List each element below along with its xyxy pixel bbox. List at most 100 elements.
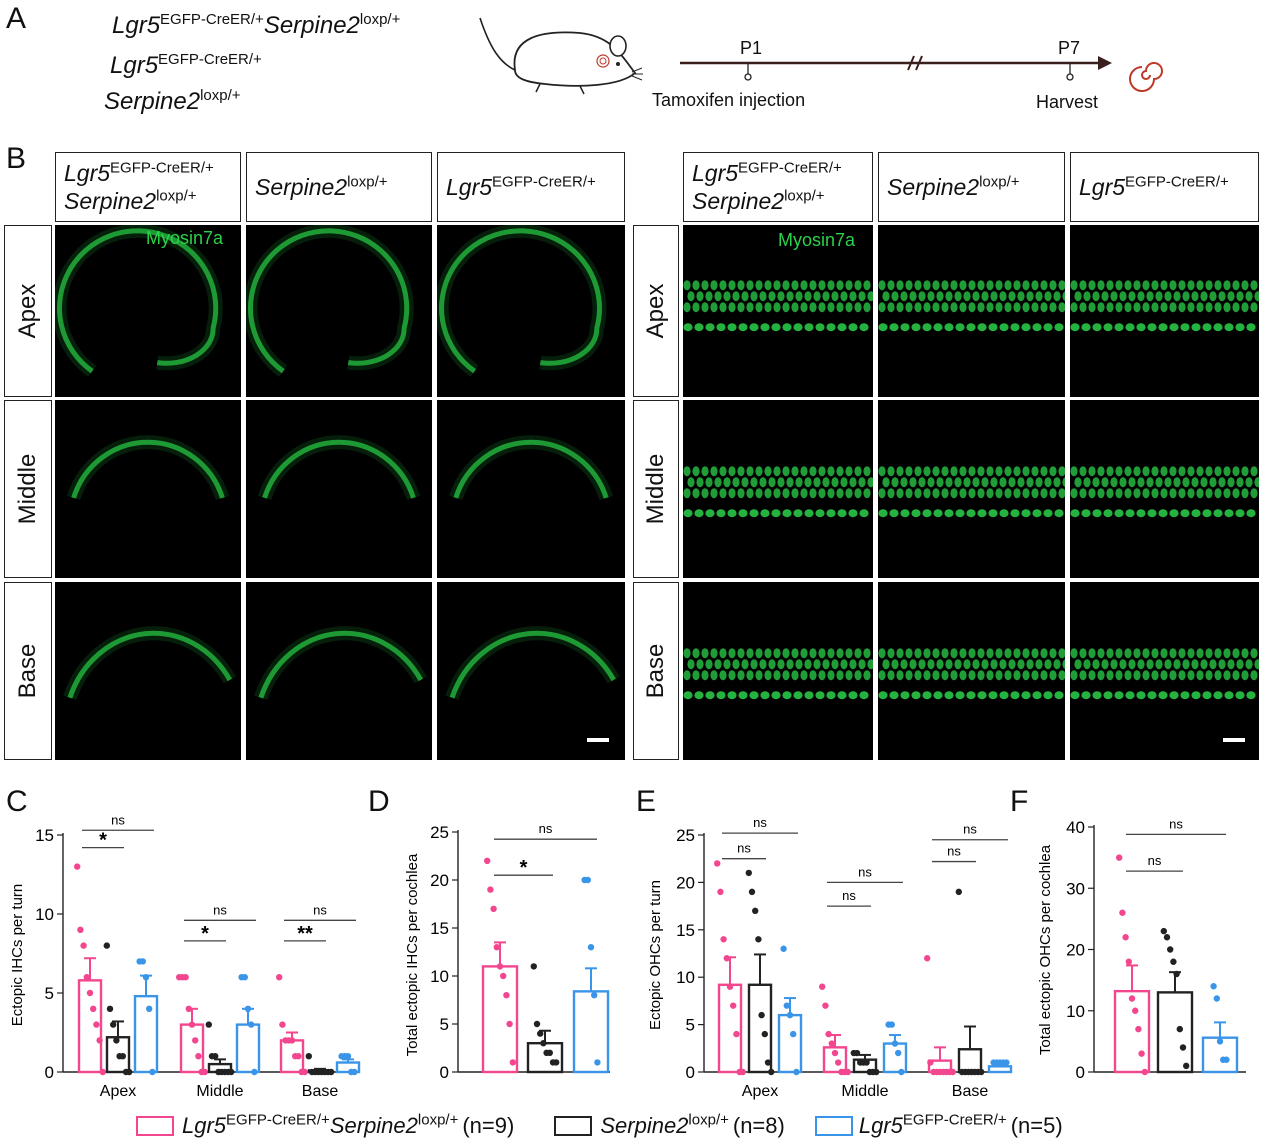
data-point — [780, 945, 787, 952]
legend-label-cko: Lgr5EGFP-CreER/+Serpine2loxp/+ — [182, 1111, 459, 1138]
ohc-cell — [858, 291, 866, 302]
ihc-cell — [955, 323, 965, 332]
ihc-cell — [966, 323, 976, 332]
ohc-cell — [1232, 280, 1240, 291]
ohc-cell — [1133, 280, 1141, 291]
ohc-cell — [977, 648, 985, 659]
ihc-cell — [815, 691, 825, 700]
ohc-cell — [878, 280, 886, 291]
data-point — [844, 1068, 851, 1076]
ohc-cell — [878, 302, 886, 313]
data-point — [1170, 958, 1177, 965]
ohc-cell — [1241, 670, 1249, 681]
ohc-cell — [683, 302, 691, 313]
ohc-cell — [858, 659, 866, 670]
cochlea-turn — [258, 630, 424, 699]
ohc-cell — [728, 670, 736, 681]
ihc-cell — [1010, 691, 1020, 700]
ohc-cell — [914, 648, 922, 659]
ohc-cell — [1209, 659, 1217, 670]
ohc-cell — [891, 291, 899, 302]
ohc-cell — [728, 648, 736, 659]
x-tick-label: Base — [952, 1083, 989, 1100]
timeline — [680, 55, 1163, 92]
ohc-cell — [1062, 477, 1065, 488]
scale-bar — [1223, 738, 1245, 742]
ohc-cell — [1182, 291, 1190, 302]
ohc-cell — [786, 477, 794, 488]
ohc-cell — [923, 648, 931, 659]
ohc-cell — [692, 648, 700, 659]
ohc-cell — [809, 466, 817, 477]
ohc-cell — [1070, 302, 1078, 313]
ohc-cell — [818, 302, 826, 313]
ihc-cell — [1246, 509, 1256, 518]
ohc-cell — [1254, 659, 1259, 670]
ohc-cell — [836, 302, 844, 313]
ohc-cell — [705, 291, 713, 302]
micrograph-hm-base-lgr5 — [1070, 582, 1259, 760]
ohc-cell — [896, 488, 904, 499]
data-point — [139, 958, 146, 965]
ohc-cell — [1040, 280, 1048, 291]
ohc-cell — [932, 302, 940, 313]
ohc-cell — [1022, 466, 1030, 477]
data-point — [1176, 1025, 1184, 1033]
data-point — [195, 1053, 202, 1060]
ohc-cell — [818, 488, 826, 499]
ohc-cell — [887, 302, 895, 313]
significance-label: ns — [858, 864, 872, 879]
ohc-cell — [764, 302, 772, 313]
ihc-cell — [705, 323, 715, 332]
ohc-cell — [764, 648, 772, 659]
ohc-cell — [741, 659, 749, 670]
ohc-cell — [963, 291, 971, 302]
ohc-cell — [701, 280, 709, 291]
ohc-cell — [719, 648, 727, 659]
ohc-cell — [977, 302, 985, 313]
data-point — [591, 992, 598, 999]
data-point — [819, 983, 826, 990]
ohc-cell — [827, 648, 835, 659]
ohc-cell — [1074, 659, 1082, 670]
ihc-cell — [1202, 509, 1212, 518]
data-point — [182, 974, 189, 981]
data-point — [537, 1030, 544, 1037]
ohc-cell — [1169, 648, 1177, 659]
ohc-cell — [1133, 302, 1141, 313]
ohc-cell — [1026, 477, 1034, 488]
ohc-cell — [927, 659, 935, 670]
ihc-cell — [933, 509, 943, 518]
ohc-cell — [1022, 302, 1030, 313]
micrograph-middle-serpine2 — [246, 400, 432, 578]
ohc-cell — [1008, 477, 1016, 488]
ohc-cell — [954, 291, 962, 302]
ihc-cell — [683, 323, 693, 332]
micrograph-hm-base-serpine2 — [878, 582, 1065, 760]
legend-label-lgr5: Lgr5EGFP-CreER/+ — [858, 1111, 1007, 1138]
ohc-cell — [1017, 659, 1025, 670]
ohc-cell — [1169, 280, 1177, 291]
ohc-cell — [822, 291, 830, 302]
significance-label: ns — [539, 821, 553, 836]
ohc-cell — [1137, 291, 1145, 302]
ohc-cell — [845, 648, 853, 659]
ohc-cell — [1169, 488, 1177, 499]
bar — [526, 1042, 564, 1074]
ohc-cell — [849, 477, 857, 488]
ihc-cell — [977, 323, 987, 332]
ihc-cell — [837, 323, 847, 332]
ohc-cell — [1209, 477, 1217, 488]
ohc-cell — [887, 648, 895, 659]
ohc-cell — [1058, 466, 1065, 477]
cochlea-turn — [67, 630, 233, 699]
bar — [747, 983, 773, 1074]
ohc-cell — [905, 466, 913, 477]
ohc-cell — [981, 659, 989, 670]
significance-label: * — [99, 830, 107, 852]
ohc-cell — [1164, 659, 1172, 670]
cochlea-turn — [262, 439, 416, 499]
ohc-cell — [1115, 280, 1123, 291]
ohc-cell — [1101, 477, 1109, 488]
ohc-cell — [809, 648, 817, 659]
